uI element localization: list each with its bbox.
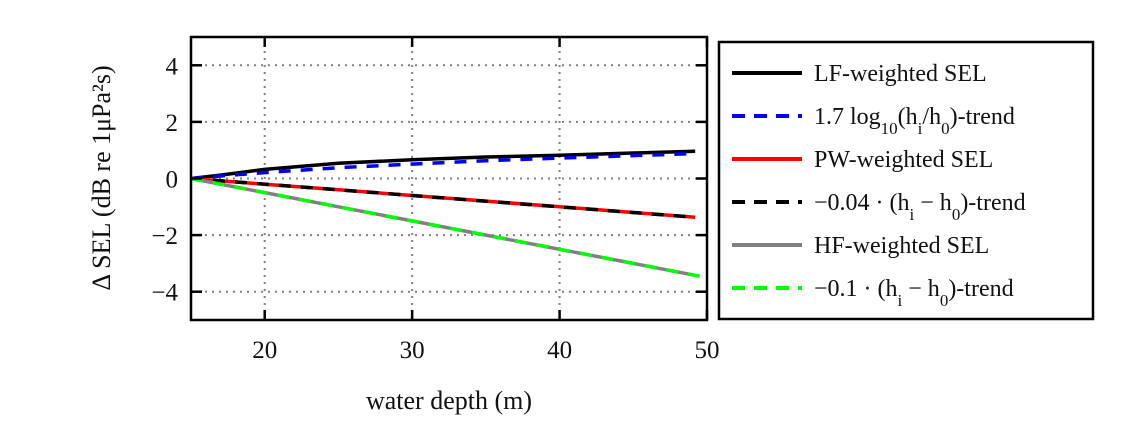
series-line-3 <box>190 176 696 220</box>
x-tick-label: 30 <box>400 337 425 364</box>
x-tick-label: 20 <box>252 337 277 364</box>
legend-label-part: PW-weighted SEL <box>814 147 993 173</box>
ticks <box>191 37 709 320</box>
y-axis-title: Δ SEL (dB re 1μPa²s) <box>87 65 116 290</box>
x-tick-labels: 20 30 40 50 <box>252 337 719 364</box>
series-line-2 <box>190 151 696 181</box>
legend-label-part: −0.1 · (h <box>814 276 898 302</box>
legend-label-part: 0 <box>940 291 949 310</box>
legend-label-part: i <box>910 205 915 224</box>
legend-label-part: 0 <box>952 205 961 224</box>
y-tick-label: 0 <box>166 167 179 194</box>
legend-label-part: )-trend <box>948 276 1013 302</box>
legend-label-part: LF-weighted SEL <box>814 61 987 87</box>
legend-label-part: − h <box>914 190 952 216</box>
legend-label-part: )-trend <box>960 190 1025 216</box>
legend-label-part: i <box>918 119 923 138</box>
legend-label-2: 1.7 log10(hi/h0)-trend <box>814 104 1015 138</box>
series-line-4 <box>190 176 696 220</box>
legend-label-part: (h <box>898 104 918 130</box>
legend-label-4: −0.04 · (hi − h0)-trend <box>814 190 1026 224</box>
legend-label-1: LF-weighted SEL <box>814 61 987 87</box>
legend-frame <box>717 40 1095 321</box>
legend-label-part: /h <box>922 104 941 130</box>
legend-label-part: 1.7 log <box>814 104 881 130</box>
x-tick-label: 50 <box>695 337 720 364</box>
legend-label-part: 0 <box>941 119 950 138</box>
legend-label-3: PW-weighted SEL <box>814 147 993 173</box>
legend-label-part: i <box>898 291 903 310</box>
legend-label-part: − h <box>902 276 940 302</box>
legend-label-part: )-trend <box>950 104 1015 130</box>
legend-label-part: HF-weighted SEL <box>814 233 989 259</box>
x-tick-label: 40 <box>547 337 572 364</box>
legend-label-5: HF-weighted SEL <box>814 233 989 259</box>
y-tick-label: −4 <box>151 280 178 307</box>
grid <box>191 37 707 320</box>
legend-label-part: 10 <box>881 119 898 138</box>
y-tick-label: 2 <box>166 110 179 137</box>
series-line-5 <box>190 176 696 278</box>
legend-label-6: −0.1 · (hi − h0)-trend <box>814 276 1014 310</box>
y-tick-labels: 4 2 0 −2 −4 <box>151 53 178 306</box>
x-axis-title: water depth (m) <box>366 386 532 415</box>
legend-label-part: −0.04 · (h <box>814 190 910 216</box>
y-tick-label: −2 <box>151 223 178 250</box>
y-tick-label: 4 <box>166 53 179 80</box>
series-group <box>190 149 708 280</box>
